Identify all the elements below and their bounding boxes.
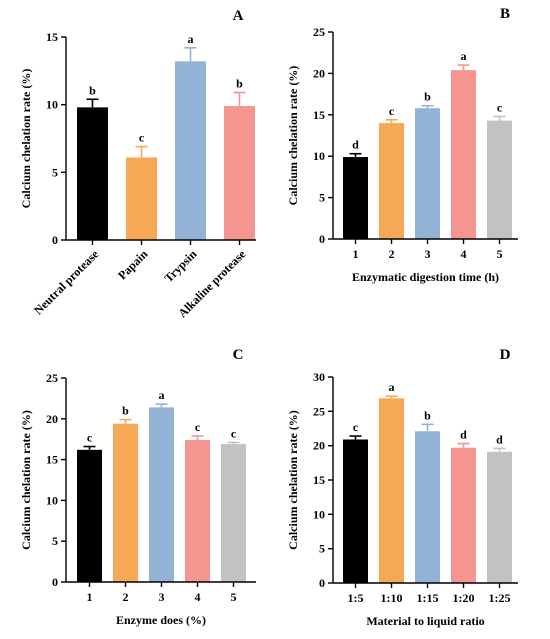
panel-letter: B <box>500 6 510 22</box>
bar <box>379 398 404 583</box>
y-tick-label: 0 <box>52 575 58 589</box>
significance-letter: c <box>139 131 145 145</box>
bar <box>487 451 512 583</box>
significance-letter: d <box>496 432 503 446</box>
x-tick-label: 3 <box>159 590 165 604</box>
bar <box>77 449 102 582</box>
bar <box>221 444 246 582</box>
y-tick-label: 25 <box>313 404 325 418</box>
significance-letter: a <box>461 49 467 63</box>
significance-letter: b <box>424 90 431 104</box>
significance-letter: d <box>460 428 467 442</box>
y-axis-title: Calcium chelation rate (%) <box>19 69 33 209</box>
bar <box>451 70 476 239</box>
y-tick-label: 10 <box>313 149 325 163</box>
y-tick-label: 0 <box>52 233 58 247</box>
y-tick-label: 10 <box>313 507 325 521</box>
significance-letter: b <box>122 404 129 418</box>
x-tick-label: 4 <box>195 590 201 604</box>
x-axis-title: Enzyme does (%) <box>116 613 206 627</box>
y-tick-label: 20 <box>313 66 325 80</box>
y-tick-label: 5 <box>319 542 325 556</box>
x-tick-label: 1:15 <box>417 591 439 605</box>
panel-letter: C <box>233 347 244 363</box>
bar <box>343 157 368 239</box>
y-tick-label: 25 <box>46 371 58 385</box>
x-tick-label: 1 <box>87 590 93 604</box>
y-axis-title: Calcium chelation rate (%) <box>286 410 300 550</box>
y-tick-label: 20 <box>313 439 325 453</box>
x-tick-label: Trypsin <box>161 247 199 285</box>
bar <box>175 61 206 240</box>
bar <box>224 106 255 241</box>
x-tick-label: 1:20 <box>453 591 475 605</box>
bar <box>415 108 440 240</box>
y-tick-label: 5 <box>52 165 58 179</box>
x-tick-label: 1:5 <box>348 591 364 605</box>
significance-letter: a <box>159 388 165 402</box>
y-tick-label: 5 <box>52 534 58 548</box>
significance-letter: c <box>497 100 503 114</box>
significance-letter: c <box>231 426 237 440</box>
x-axis-title: Material to liquid ratio <box>366 614 484 628</box>
bar <box>77 107 108 240</box>
x-tick-label: 2 <box>389 247 395 261</box>
y-tick-label: 30 <box>313 370 325 384</box>
panel-letter: D <box>500 347 511 363</box>
x-tick-label: 1 <box>353 247 359 261</box>
y-tick-label: 5 <box>319 191 325 205</box>
x-tick-label: 1:10 <box>381 591 403 605</box>
x-tick-label: Papain <box>115 247 151 283</box>
y-tick-label: 10 <box>46 98 58 112</box>
significance-letter: a <box>188 32 194 46</box>
significance-letter: a <box>389 380 395 394</box>
y-tick-label: 15 <box>313 473 325 487</box>
x-tick-label: 4 <box>461 247 467 261</box>
chart-panel-c: Cc 1 b 2 a 3 c 4 c 5 0 5 10 15 20 25 Calcium chelation r… <box>19 347 256 627</box>
bar <box>415 431 440 583</box>
y-tick-label: 10 <box>46 493 58 507</box>
bar <box>126 157 157 240</box>
significance-letter: d <box>352 138 359 152</box>
panel-letter: A <box>233 8 244 24</box>
y-tick-label: 15 <box>46 453 58 467</box>
y-tick-label: 15 <box>46 30 58 44</box>
x-tick-label: 1:25 <box>489 591 511 605</box>
chart-panel-d: Dc 1:5 a 1:10 b 1:15 d 1:20 d 1:25 0 5 10 15 20 25 30 Cal… <box>286 347 518 628</box>
bar <box>343 439 368 583</box>
bar <box>487 120 512 239</box>
x-axis-title: Enzymatic digestion time (h) <box>352 270 499 284</box>
significance-letter: b <box>424 408 431 422</box>
bar <box>451 447 476 583</box>
bar <box>379 123 404 239</box>
x-tick-label: Neutral protease <box>31 247 102 318</box>
x-tick-label: 5 <box>231 590 237 604</box>
x-tick-label: 2 <box>123 590 129 604</box>
y-axis-title: Calcium chelation rate (%) <box>19 410 33 550</box>
significance-letter: c <box>389 104 395 118</box>
y-axis-title: Calcium chelation rate (%) <box>286 66 300 206</box>
y-tick-label: 15 <box>313 108 325 122</box>
bar <box>149 407 174 582</box>
y-tick-label: 20 <box>46 412 58 426</box>
chart-panel-b: Bd 1 c 2 b 3 a 4 c 5 0 5 10 15 20 25 Calcium chelation r… <box>286 6 518 284</box>
significance-letter: b <box>89 83 96 97</box>
y-tick-label: 0 <box>319 232 325 246</box>
x-tick-label: 3 <box>425 247 431 261</box>
bar <box>185 440 210 582</box>
significance-letter: c <box>195 420 201 434</box>
y-tick-label: 25 <box>313 25 325 39</box>
bar <box>113 423 138 582</box>
significance-letter: c <box>87 431 93 445</box>
x-tick-label: 5 <box>497 247 503 261</box>
y-tick-label: 0 <box>319 576 325 590</box>
significance-letter: c <box>353 420 359 434</box>
significance-letter: b <box>236 76 243 90</box>
